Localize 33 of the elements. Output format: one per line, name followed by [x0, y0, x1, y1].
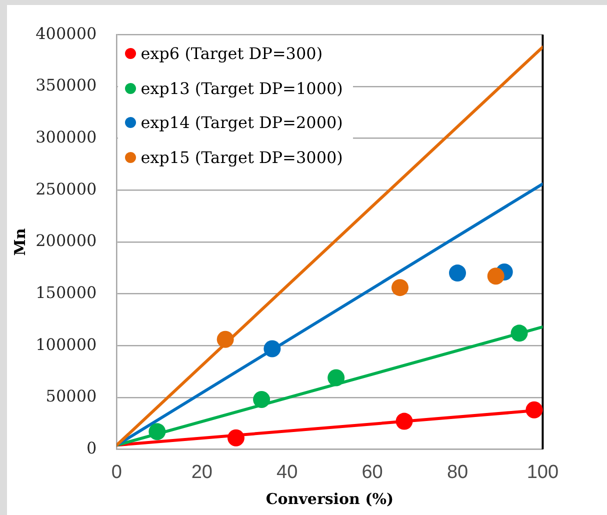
legend-label: exp13 (Target DP=1000): [140, 78, 343, 98]
point: [487, 268, 504, 285]
point: [328, 369, 345, 386]
point: [216, 330, 234, 348]
point: [510, 324, 528, 342]
y-tick-label: 100000: [36, 334, 97, 354]
y-tick-label: 250000: [36, 179, 97, 198]
y-tick-label: 0: [86, 438, 97, 458]
y-tick-label: 300000: [36, 127, 97, 146]
x-tick-label: 0: [111, 462, 122, 483]
legend-label: exp6 (Target DP=300): [140, 44, 323, 64]
y-tick-label: 350000: [36, 76, 97, 95]
x-tick-label: 40: [276, 462, 298, 483]
point: [253, 391, 270, 408]
legend-label: exp15 (Target DP=3000): [140, 148, 343, 167]
point: [396, 412, 413, 430]
point: [227, 429, 244, 446]
point: [148, 423, 166, 440]
y-axis-title: Mn: [10, 228, 29, 256]
point: [264, 340, 281, 358]
legend-label: exp14 (Target DP=2000): [140, 113, 343, 132]
point: [391, 279, 408, 296]
point: [449, 264, 466, 282]
x-axis-title: Conversion (%): [266, 490, 394, 508]
x-tick-label: 60: [362, 462, 383, 483]
x-tick-label: 80: [446, 462, 468, 483]
y-tick-label: 150000: [36, 282, 97, 302]
y-tick-label: 50000: [46, 386, 97, 406]
point: [526, 401, 543, 418]
y-tick-label: 200000: [36, 231, 97, 250]
y-tick-label: 400000: [36, 24, 97, 43]
x-tick-label: 20: [191, 462, 212, 483]
x-tick-label: 100: [526, 462, 559, 483]
